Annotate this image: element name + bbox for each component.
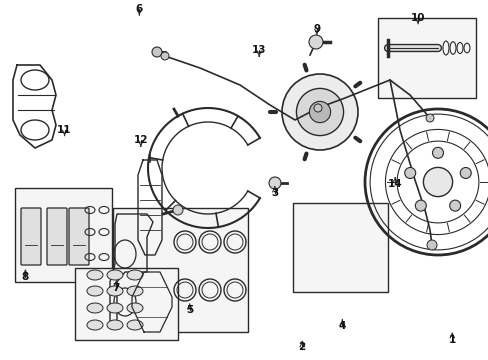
Circle shape [308, 35, 323, 49]
Circle shape [309, 102, 330, 123]
Text: 8: 8 [22, 272, 29, 282]
Ellipse shape [87, 270, 103, 280]
Circle shape [459, 167, 470, 179]
Bar [292, 203, 387, 292]
Circle shape [268, 177, 281, 189]
Circle shape [425, 114, 433, 122]
Ellipse shape [87, 286, 103, 296]
Circle shape [449, 200, 460, 211]
Ellipse shape [107, 286, 123, 296]
Text: 9: 9 [313, 24, 320, 34]
Ellipse shape [127, 320, 142, 330]
Bar [75, 268, 178, 340]
Ellipse shape [87, 320, 103, 330]
Ellipse shape [107, 320, 123, 330]
Ellipse shape [127, 270, 142, 280]
Text: 1: 1 [448, 335, 455, 345]
Bar [377, 18, 475, 98]
Bar [15, 188, 112, 282]
Text: 10: 10 [410, 13, 425, 23]
Text: 3: 3 [271, 188, 278, 198]
Ellipse shape [127, 286, 142, 296]
Text: 13: 13 [251, 45, 266, 55]
Text: 11: 11 [57, 125, 72, 135]
FancyBboxPatch shape [69, 208, 89, 265]
Circle shape [431, 147, 443, 158]
Text: 7: 7 [112, 283, 120, 293]
FancyBboxPatch shape [47, 208, 67, 265]
Circle shape [173, 205, 183, 215]
Circle shape [282, 74, 357, 150]
Circle shape [161, 52, 169, 60]
Bar [113, 208, 247, 332]
Ellipse shape [107, 303, 123, 313]
Text: 4: 4 [338, 321, 346, 331]
FancyBboxPatch shape [21, 208, 41, 265]
Text: 14: 14 [387, 179, 402, 189]
Circle shape [313, 104, 321, 112]
Ellipse shape [127, 303, 142, 313]
Text: 2: 2 [298, 342, 305, 352]
Text: 5: 5 [186, 305, 193, 315]
Circle shape [423, 167, 452, 197]
Circle shape [414, 200, 426, 211]
Ellipse shape [87, 303, 103, 313]
Ellipse shape [107, 270, 123, 280]
Circle shape [296, 89, 343, 136]
Circle shape [152, 47, 162, 57]
Circle shape [426, 240, 436, 250]
Circle shape [404, 167, 415, 179]
Text: 6: 6 [136, 4, 142, 14]
Text: 12: 12 [133, 135, 148, 145]
